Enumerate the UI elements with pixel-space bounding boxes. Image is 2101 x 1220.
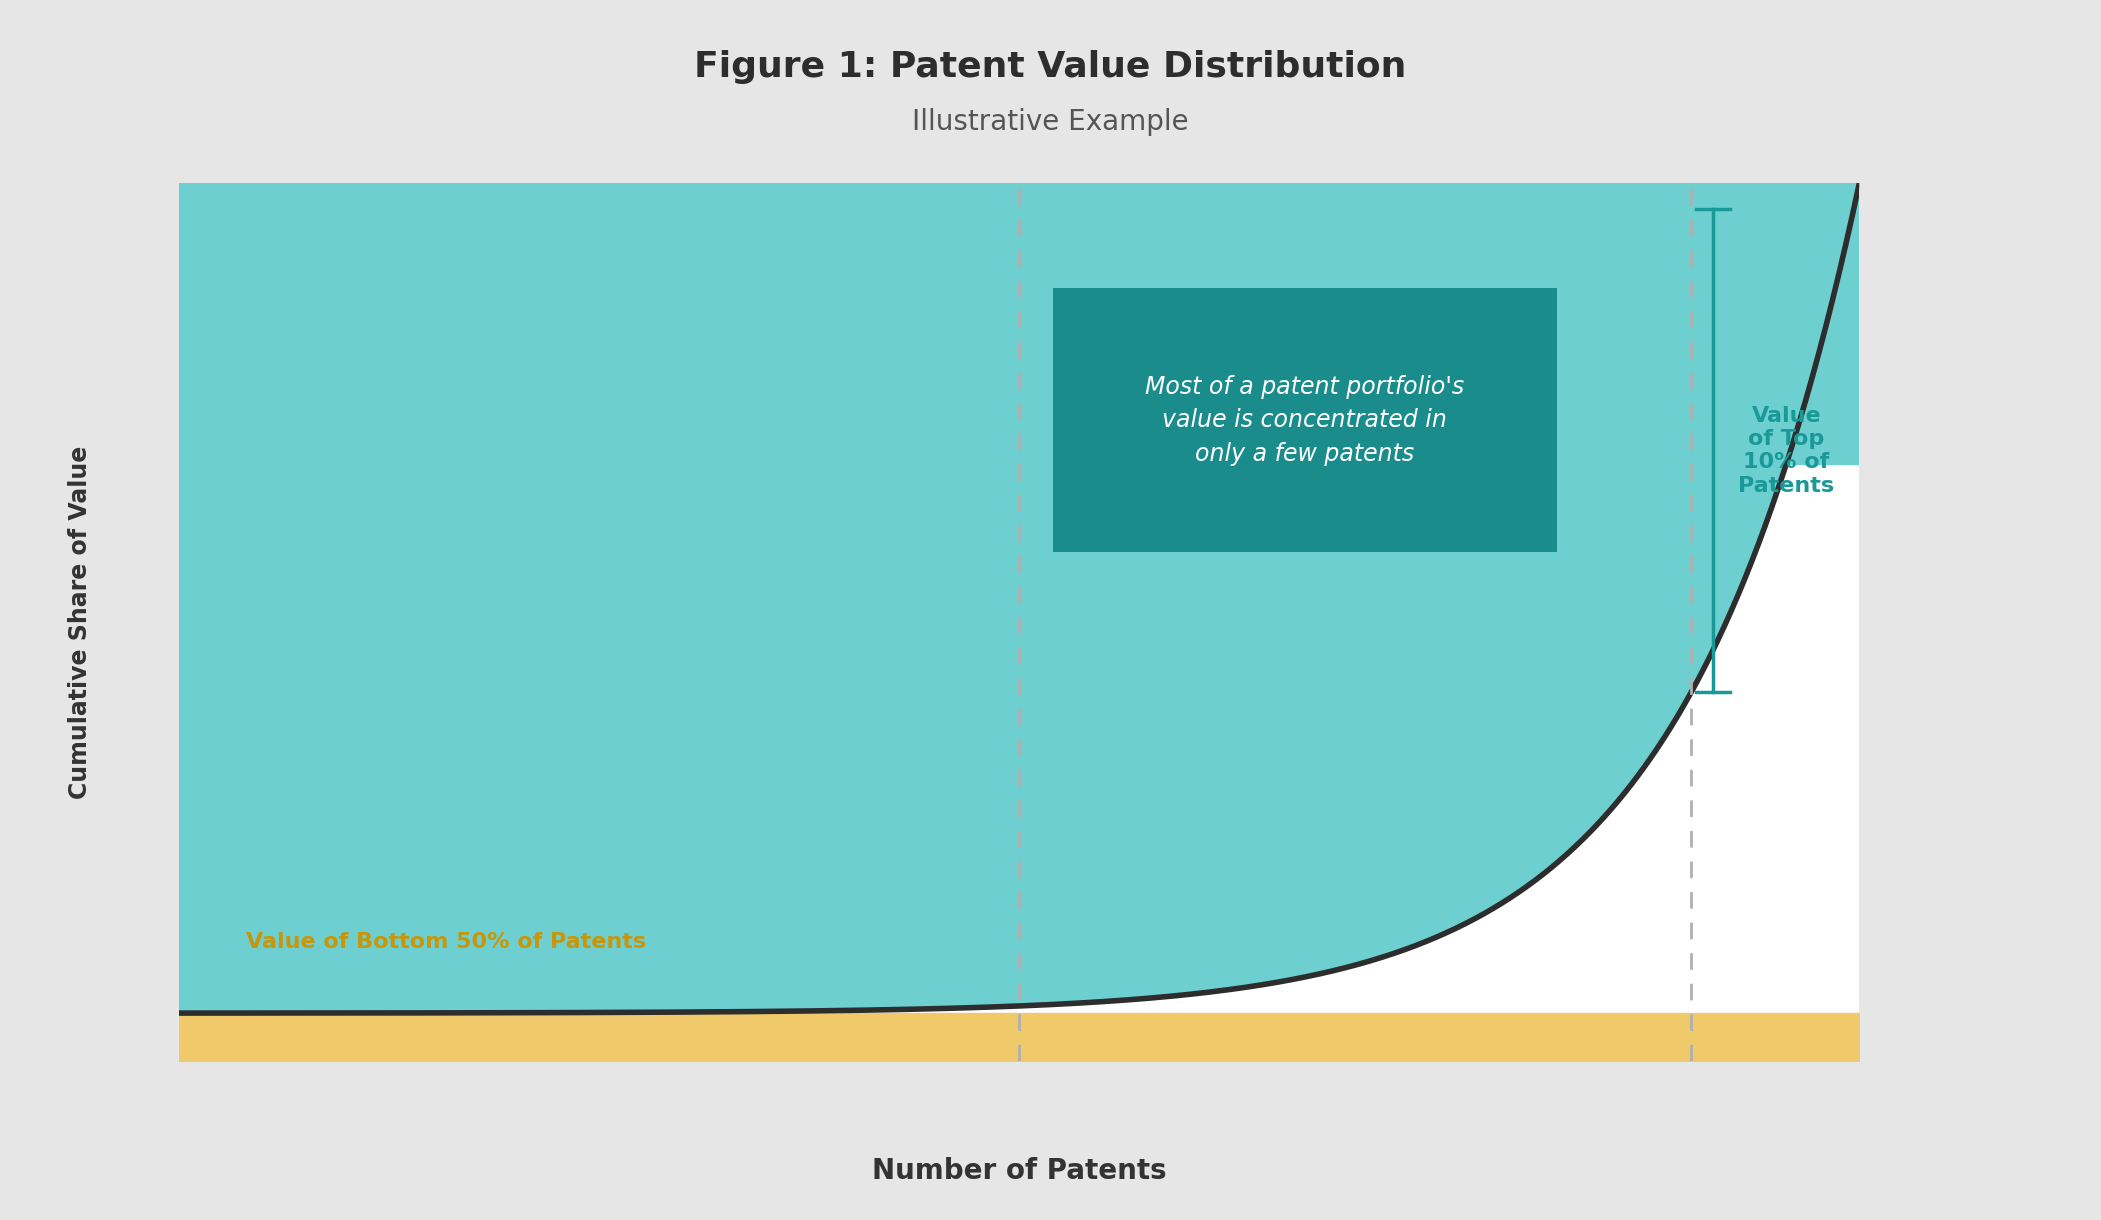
Text: Figure 1: Patent Value Distribution: Figure 1: Patent Value Distribution <box>693 50 1408 84</box>
Text: Number of Patents: Number of Patents <box>872 1158 1166 1185</box>
Text: Illustrative Example: Illustrative Example <box>912 109 1189 135</box>
FancyBboxPatch shape <box>1053 288 1557 551</box>
Text: Cumulative Share of Value: Cumulative Share of Value <box>67 445 92 799</box>
Text: Value
of Top
10% of
Patents: Value of Top 10% of Patents <box>1738 406 1834 495</box>
Text: Value of Bottom 50% of Patents: Value of Bottom 50% of Patents <box>246 932 645 952</box>
Bar <box>179 183 1859 464</box>
Text: Most of a patent portfolio's
value is concentrated in
only a few patents: Most of a patent portfolio's value is co… <box>1145 375 1464 466</box>
